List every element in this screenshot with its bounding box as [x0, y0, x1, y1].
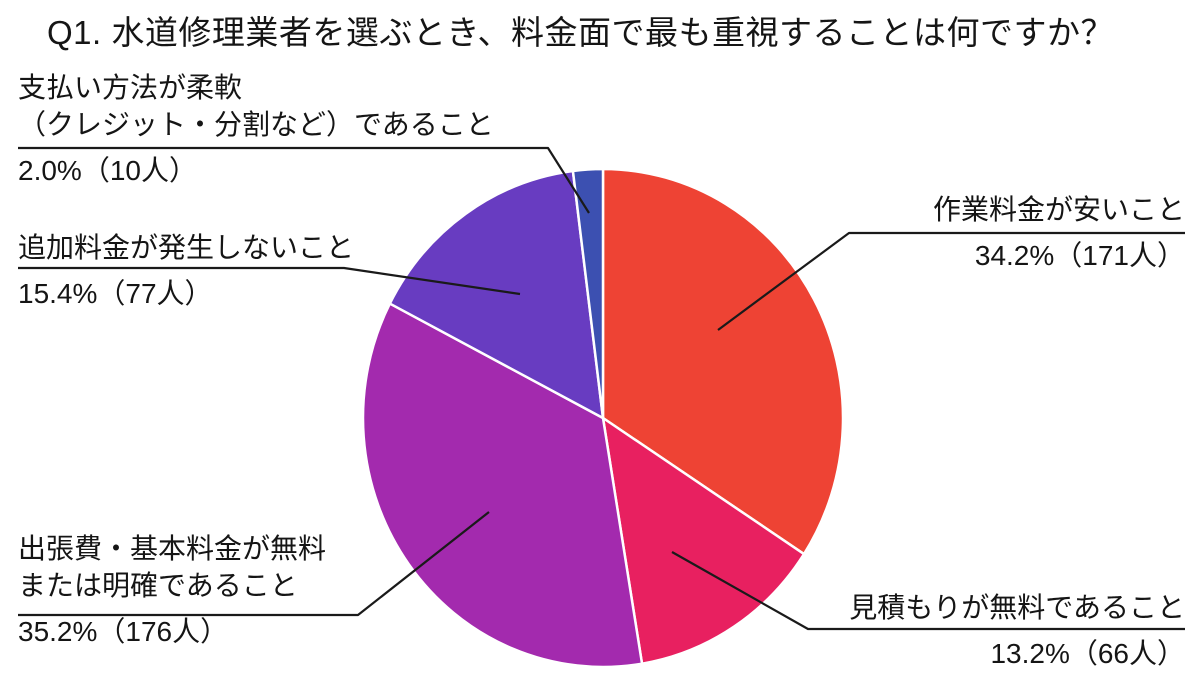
pie-slice-base-fee-free-or-clear	[361, 302, 644, 669]
slice-label-text: 見積もりが無料であること	[849, 592, 1185, 623]
slice-label-no-extra-fee: 追加料金が発生しないこと 15.4%（77人）	[18, 229, 354, 312]
slice-label-free-estimate: 見積もりが無料であること 13.2%（66人）	[849, 589, 1185, 672]
slice-label-text: または明確であること	[18, 570, 298, 601]
leader-base-fee-free	[18, 511, 490, 617]
slice-label-text: 出張費・基本料金が無料	[18, 533, 327, 564]
slice-label-text: 作業料金が安いこと	[932, 194, 1185, 225]
slice-label-value: 35.2%（176人）	[18, 616, 229, 647]
pie-slice-free-estimate	[601, 416, 806, 665]
slice-label-text: （クレジット・分割など）であること	[18, 109, 494, 140]
slice-label-value: 13.2%（66人）	[990, 638, 1185, 669]
slice-label-text: 追加料金が発生しないこと	[18, 232, 355, 263]
slice-label-value: 2.0%（10人）	[18, 155, 197, 186]
leader-cheap-work-fee	[717, 231, 1185, 331]
chart-title: Q1. 水道修理業者を選ぶとき、料金面で最も重視することは何ですか？	[47, 14, 1115, 51]
pie-slice-flexible-payment	[571, 167, 605, 420]
slice-label-flexible-payment: 支払い方法が柔軟 （クレジット・分割など）であること 2.0%（10人）	[18, 69, 494, 189]
pie-slice-no-extra-fee	[388, 169, 605, 420]
slice-label-cheap-work-fee: 作業料金が安いこと 34.2%（171人）	[933, 191, 1185, 274]
slice-label-value: 15.4%（77人）	[18, 278, 213, 309]
slice-label-text: 支払い方法が柔軟	[18, 72, 243, 103]
leader-flexible-payment	[18, 146, 590, 214]
leader-no-extra-fee	[18, 266, 521, 296]
slice-label-value: 34.2%（171人）	[974, 240, 1185, 271]
slice-label-base-fee-free: 出張費・基本料金が無料 または明確であること 35.2%（176人）	[18, 530, 326, 650]
leader-free-estimate	[671, 551, 1185, 631]
